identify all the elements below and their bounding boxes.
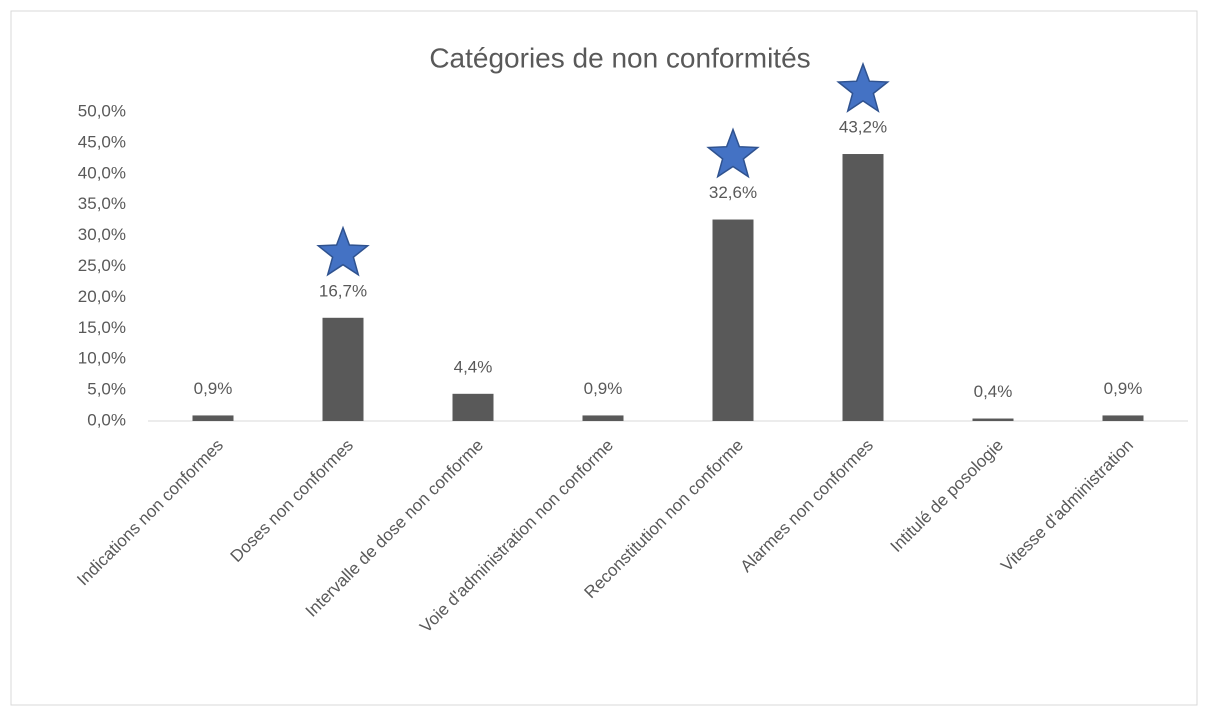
- bar: [972, 418, 1014, 421]
- bar: [842, 154, 884, 422]
- bar: [452, 393, 494, 421]
- bar: [1102, 415, 1144, 421]
- star: [316, 225, 370, 277]
- star: [706, 127, 760, 179]
- chart-border: [10, 10, 1198, 706]
- star: [836, 61, 890, 113]
- y-tick-label: 5,0%: [87, 380, 126, 399]
- y-tick-label: 50,0%: [78, 101, 126, 120]
- y-tick-label: 20,0%: [78, 287, 126, 306]
- bar: [192, 415, 234, 421]
- bar: [582, 415, 624, 421]
- y-tick-label: 45,0%: [78, 132, 126, 151]
- chart-title: Catégories de non conformités: [429, 42, 810, 73]
- data-label: 43,2%: [839, 118, 887, 137]
- data-label: 32,6%: [709, 183, 757, 202]
- data-label: 0,9%: [1104, 379, 1143, 398]
- data-label: 16,7%: [319, 281, 367, 300]
- data-label: 0,4%: [974, 382, 1013, 401]
- y-tick-label: 40,0%: [78, 163, 126, 182]
- y-tick-label: 35,0%: [78, 194, 126, 213]
- y-tick-label: 25,0%: [78, 256, 126, 275]
- data-label: 4,4%: [454, 357, 493, 376]
- y-tick-label: 30,0%: [78, 225, 126, 244]
- y-tick-label: 15,0%: [78, 318, 126, 337]
- bar: [322, 317, 364, 421]
- y-tick-label: 0,0%: [87, 410, 126, 429]
- bar: [712, 219, 754, 421]
- y-tick-label: 10,0%: [78, 349, 126, 368]
- data-label: 0,9%: [194, 379, 233, 398]
- data-label: 0,9%: [584, 379, 623, 398]
